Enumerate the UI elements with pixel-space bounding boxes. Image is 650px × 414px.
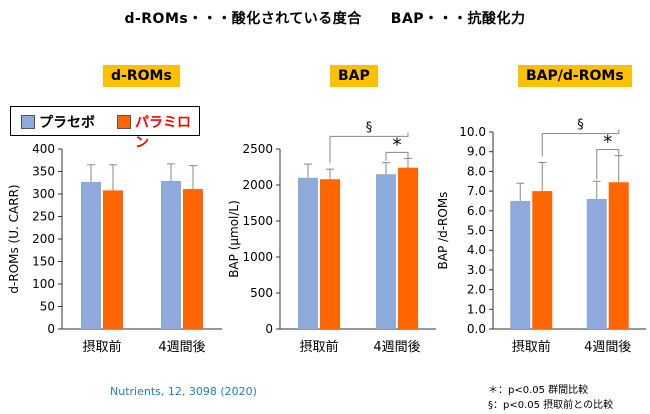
chart3-star-bracket xyxy=(596,149,620,180)
chart3-star-mark: * xyxy=(603,132,612,153)
chart3-bar-placebo xyxy=(510,200,531,329)
chart2-category-label: 4週間後 xyxy=(373,340,420,355)
chart3-section-mark: § xyxy=(577,118,584,133)
chart1-y-tick-label: 50 xyxy=(40,300,55,314)
chart3-y-tick-label: 9.0 xyxy=(467,145,486,159)
chart1-y-tick-label: 350 xyxy=(32,165,55,179)
chart2-y-tick-label: 0 xyxy=(265,322,273,336)
chart3-y-tick-label: 2.0 xyxy=(467,283,486,297)
chart1-y-label: d-ROMs (U. CARR) xyxy=(7,184,21,293)
chart1-y-tick-label: 200 xyxy=(32,232,55,246)
chart3-bar-paramylon xyxy=(608,182,629,329)
chart2-category-label: 摂取前 xyxy=(299,339,338,355)
chart-title-2: BAP xyxy=(330,65,378,87)
chart3-y-tick-label: 4.0 xyxy=(467,243,486,257)
chart1-y-tick-label: 250 xyxy=(32,210,55,224)
chart2-section-bracket xyxy=(329,132,409,164)
chart1-y-tick-label: 400 xyxy=(32,142,55,156)
chart3-y-tick-label: 10.0 xyxy=(459,125,486,139)
chart3-y-tick-label: 1.0 xyxy=(467,302,486,316)
chart3-y-label: BAP /d-ROMs xyxy=(436,192,450,270)
chart3-bar-paramylon xyxy=(532,191,553,329)
chart2-bar-paramylon xyxy=(398,167,418,329)
chart2-y-label: BAP (μmol/L) xyxy=(227,200,241,278)
chart1-bar-placebo xyxy=(161,180,181,329)
chart2-y-tick-label: 1000 xyxy=(242,250,273,264)
legend-placebo-swatch xyxy=(21,115,35,129)
chart2-y-tick-label: 2000 xyxy=(242,178,273,192)
citation: Nutrients, 12, 3098 (2020) xyxy=(110,385,257,398)
chart1-bar-paramylon xyxy=(183,189,203,329)
legend-paramylon-label: パラミロン xyxy=(135,115,191,151)
legend: プラセボ パラミロン xyxy=(10,106,200,151)
chart1-category-label: 摂取前 xyxy=(82,339,121,355)
chart2-y-tick-label: 500 xyxy=(250,286,273,300)
chart2-star-bracket xyxy=(385,151,409,161)
chart1-y-tick-label: 150 xyxy=(32,255,55,269)
chart2-bar-placebo xyxy=(298,177,318,329)
chart2-section-mark: § xyxy=(366,120,373,135)
chart3-category-label: 摂取前 xyxy=(512,339,551,355)
chart3-section-bracket xyxy=(541,129,620,157)
chart3-y-tick-label: 6.0 xyxy=(467,204,486,218)
chart-title-3: BAP/d-ROMs xyxy=(518,65,632,87)
footnote-significance: ＊：p<0.05 群間比較 xyxy=(488,385,589,396)
chart1-y-tick-label: 300 xyxy=(32,187,55,201)
chart2-bar-placebo xyxy=(376,174,396,329)
chart2-y-tick-label: 1500 xyxy=(242,214,273,228)
page-header: d-ROMs・・・酸化されている度合 BAP・・・抗酸化力 xyxy=(124,11,526,27)
chart3-bar-placebo xyxy=(586,198,607,329)
chart1-y-tick-label: 100 xyxy=(32,277,55,291)
chart2-y-tick-label: 2500 xyxy=(242,142,273,156)
chart3-y-tick-label: 0.0 xyxy=(467,322,486,336)
chart3-y-tick-label: 8.0 xyxy=(467,164,486,178)
chart3-y-tick-label: 3.0 xyxy=(467,263,486,277)
chart1-y-tick-label: 0 xyxy=(47,322,55,336)
chart3-y-tick-label: 5.0 xyxy=(467,224,486,238)
chart2-star-mark: * xyxy=(393,134,402,155)
chart1-bar-paramylon xyxy=(103,190,123,329)
chart1-bar-placebo xyxy=(81,181,101,329)
chart3-category-label: 4週間後 xyxy=(584,340,631,355)
chart1-category-label: 4週間後 xyxy=(158,340,205,355)
footnote-section: §：p<0.05 摂取前との比較 xyxy=(488,400,614,411)
chart2-bar-paramylon xyxy=(320,179,340,329)
chart3-y-tick-label: 7.0 xyxy=(467,184,486,198)
legend-paramylon-swatch xyxy=(117,115,131,129)
chart-title-1: d-ROMs xyxy=(103,65,180,87)
legend-placebo-label: プラセボ xyxy=(39,115,95,131)
